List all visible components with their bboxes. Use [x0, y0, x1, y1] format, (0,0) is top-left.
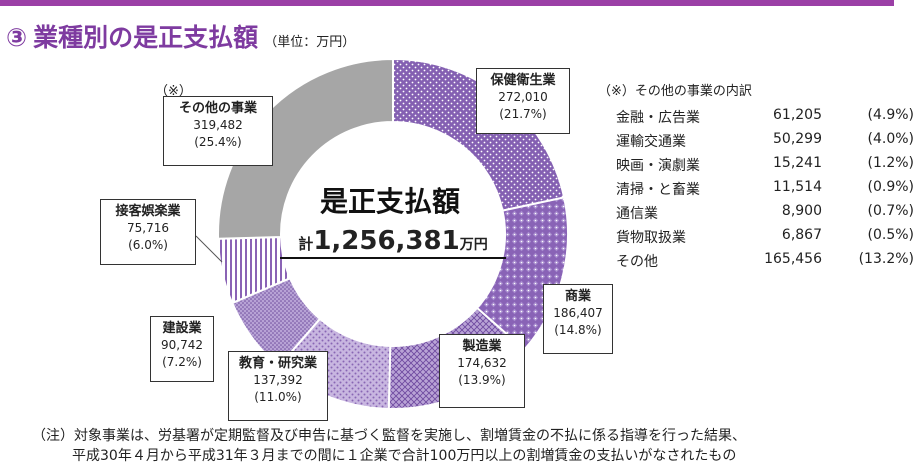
- slice-label-5: 接客娯楽業 75,716 (6.0%): [100, 199, 196, 265]
- leader-line: [195, 235, 223, 263]
- breakdown-pct: (4.9%): [867, 107, 915, 123]
- section-header: ③ 業種別の是正支払額 （単位：万円）: [6, 18, 355, 52]
- breakdown-row: 金融・広告業 61,205 (4.9%): [598, 107, 918, 131]
- slice-label-4: 建設業 90,742 (7.2%): [150, 316, 214, 382]
- slice-label-pct: (7.2%): [162, 355, 202, 369]
- center-total: 計1,256,381万円: [280, 226, 506, 259]
- total-prefix: 計: [298, 235, 314, 253]
- breakdown-value: 61,205: [773, 107, 822, 123]
- breakdown-pct: (13.2%): [858, 251, 914, 267]
- breakdown-name: 貨物取扱業: [616, 230, 686, 246]
- slice-label-6: その他の事業 319,482 (25.4%): [163, 96, 273, 166]
- slice-label-name: 保健衛生業: [490, 73, 556, 88]
- slice-label-name: 教育・研究業: [238, 356, 317, 371]
- slice-label-pct: (25.4%): [194, 135, 242, 149]
- breakdown-name: 金融・広告業: [616, 110, 700, 126]
- breakdown-row: 清掃・と畜業 11,514 (0.9%): [598, 179, 918, 203]
- slice-label-3: 教育・研究業 137,392 (11.0%): [228, 351, 328, 421]
- slice-label-0: 保健衛生業 272,010 (21.7%): [476, 68, 570, 134]
- slice-label-value: 186,407: [553, 306, 603, 320]
- breakdown-row: その他 165,456 (13.2%): [598, 251, 918, 275]
- top-accent-bar: [0, 0, 894, 6]
- breakdown-row: 貨物取扱業 6,867 (0.5%): [598, 227, 918, 251]
- unit-label: （単位：万円）: [264, 35, 356, 50]
- section-number: ③: [6, 23, 28, 52]
- breakdown-value: 6,867: [781, 227, 822, 243]
- total-suffix: 万円: [459, 237, 488, 253]
- breakdown-pct: (1.2%): [867, 155, 915, 171]
- footnote-line-2: 平成30年４月から平成31年３月までの間に１企業で合計100万円以上の割増賃金の…: [72, 448, 737, 464]
- other-breakdown: （※）その他の事業の内訳 金融・広告業 61,205 (4.9%) 運輸交通業 50,2…: [598, 80, 918, 275]
- slice-label-name: 製造業: [462, 339, 502, 354]
- footnote-line-1: （注）対象事業は、労基署が定期監督及び申告に基づく監督を実施し、割増賃金の不払に…: [32, 428, 746, 444]
- slice-label-value: 174,632: [457, 356, 507, 370]
- slice-label-value: 90,742: [161, 338, 203, 352]
- slice-label-pct: (11.0%): [254, 390, 302, 404]
- slice-label-name: 商業: [564, 289, 591, 304]
- breakdown-pct: (4.0%): [867, 131, 915, 147]
- breakdown-name: 清掃・と畜業: [616, 182, 700, 198]
- section-title: 業種別の是正支払額: [33, 23, 259, 52]
- breakdown-pct: (0.7%): [867, 203, 915, 219]
- total-value: 1,256,381: [313, 226, 460, 256]
- slice-label-2: 製造業 174,632 (13.9%): [439, 334, 525, 408]
- breakdown-value: 15,241: [773, 155, 822, 171]
- breakdown-value: 11,514: [773, 179, 822, 195]
- breakdown-row: 通信業 8,900 (0.7%): [598, 203, 918, 227]
- slice-label-1: 商業 186,407 (14.8%): [543, 284, 613, 354]
- note-mark: （※）: [155, 84, 192, 99]
- slice-label-name: その他の事業: [178, 101, 257, 116]
- slice-label-pct: (6.0%): [128, 238, 168, 252]
- breakdown-row: 運輸交通業 50,299 (4.0%): [598, 131, 918, 155]
- breakdown-pct: (0.5%): [867, 227, 915, 243]
- breakdown-row: 映画・演劇業 15,241 (1.2%): [598, 155, 918, 179]
- center-title: 是正支払額: [319, 185, 460, 218]
- slice-label-value: 272,010: [498, 90, 548, 104]
- slice-label-value: 137,392: [253, 373, 303, 387]
- slice-label-value: 75,716: [127, 221, 169, 235]
- breakdown-pct: (0.9%): [867, 179, 915, 195]
- slice-label-name: 接客娯楽業: [115, 204, 181, 219]
- slice-label-pct: (13.9%): [458, 373, 506, 387]
- slice-label-pct: (21.7%): [499, 107, 547, 121]
- breakdown-value: 50,299: [773, 131, 822, 147]
- slice-label-name: 建設業: [162, 321, 202, 336]
- breakdown-name: 映画・演劇業: [616, 158, 700, 174]
- slice-label-pct: (14.8%): [554, 323, 602, 337]
- breakdown-name: 通信業: [616, 206, 658, 222]
- breakdown-name: その他: [616, 254, 658, 270]
- footnote: （注）対象事業は、労基署が定期監督及び申告に基づく監督を実施し、割増賃金の不払に…: [32, 426, 912, 466]
- breakdown-value: 165,456: [764, 251, 822, 267]
- slice-label-value: 319,482: [193, 118, 243, 132]
- breakdown-value: 8,900: [781, 203, 822, 219]
- breakdown-name: 運輸交通業: [616, 134, 686, 150]
- breakdown-title: （※）その他の事業の内訳: [598, 84, 752, 99]
